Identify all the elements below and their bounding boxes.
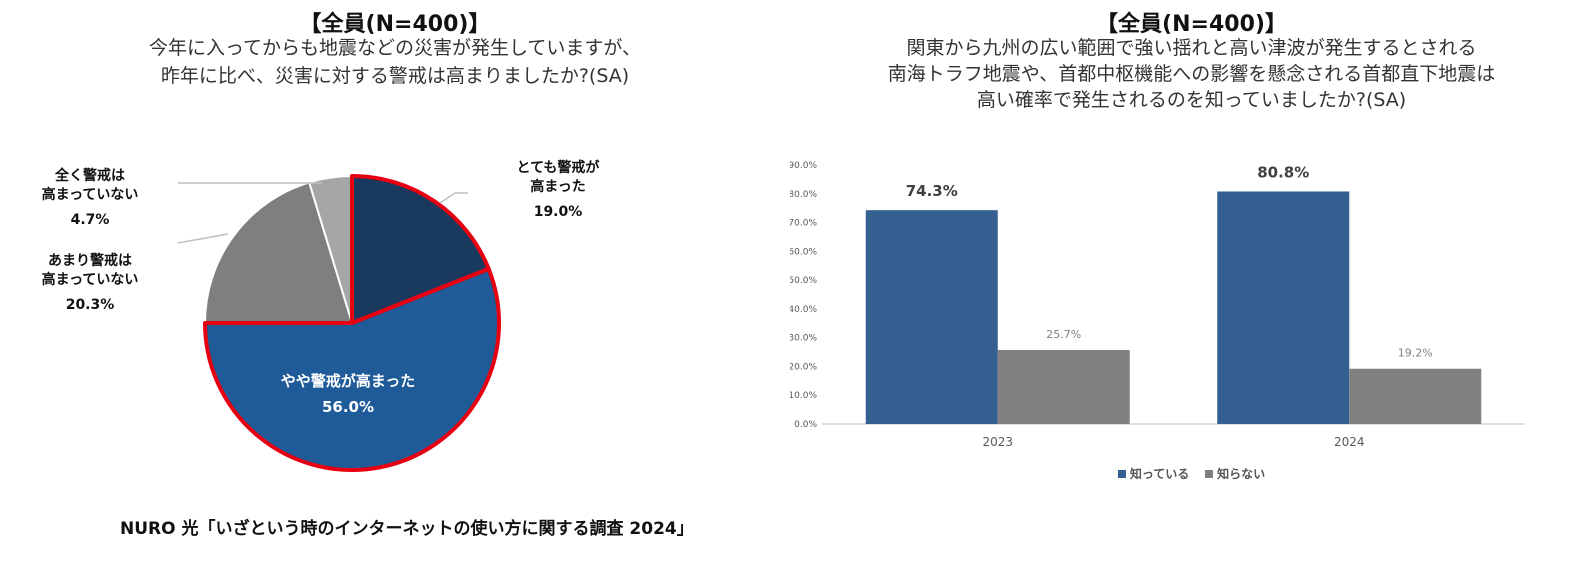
bar-chart: 0.0% 10.0% 20.0% 30.0% 40.0% 50.0% 60.0% 70.0% 8… bbox=[790, 161, 1525, 449]
y-tick-label: 30.0% bbox=[790, 334, 817, 344]
y-tick-label: 60.0% bbox=[790, 247, 817, 257]
pie-highlight-outline bbox=[203, 266, 501, 472]
bar-header: 【全員(N=400)】 bbox=[1096, 12, 1287, 37]
x-category-label: 2023 bbox=[982, 435, 1013, 449]
bar-data-label: 25.7% bbox=[1046, 328, 1081, 341]
bar-dont-know bbox=[997, 350, 1130, 424]
y-tick-label: 90.0% bbox=[790, 161, 817, 171]
pie-question-line-1: 今年に入ってからも地震などの災害が発生していますが、 bbox=[148, 37, 642, 59]
bar-question-line-2: 南海トラフ地震や、首都中枢機能への影響を懸念される首都直下地震は bbox=[887, 63, 1496, 85]
y-tick-label: 70.0% bbox=[790, 219, 817, 229]
right-panel: 【全員(N=400)】 関東から九州の広い範囲で強い揺れと高い津波が発生するとさ… bbox=[790, 0, 1593, 568]
y-tick-label: 0.0% bbox=[794, 420, 817, 430]
legend-swatch-know bbox=[1117, 469, 1126, 478]
pie-header: 【全員(N=400)】 bbox=[299, 12, 491, 37]
y-tick-label: 80.0% bbox=[790, 190, 817, 200]
bar-know bbox=[1217, 191, 1350, 424]
left-panel: 【全員(N=400)】 今年に入ってからも地震などの災害が発生していますが、 昨… bbox=[0, 0, 790, 568]
bar-know bbox=[865, 210, 998, 424]
legend-item-dont-know: 知らない bbox=[1205, 465, 1265, 482]
y-tick-label: 40.0% bbox=[790, 305, 817, 315]
bar-data-label: 80.8% bbox=[1257, 163, 1309, 181]
pie-label-text: あまり警戒は 高まっていない bbox=[41, 253, 139, 288]
pie-label-pct: 20.3% bbox=[65, 297, 115, 313]
bar-question-line-3: 高い確率で発生されるのを知っていましたか?(SA) bbox=[976, 89, 1407, 111]
bar-data-label: 19.2% bbox=[1398, 347, 1433, 360]
pie-label-pct: 4.7% bbox=[70, 212, 110, 228]
pie-highlight-outline bbox=[350, 174, 491, 325]
y-tick-label: 20.0% bbox=[790, 362, 817, 372]
y-tick-label: 50.0% bbox=[790, 276, 817, 286]
pie-leader-line bbox=[177, 233, 229, 244]
pie-label-text: 全く警戒は 高まっていない bbox=[41, 168, 139, 203]
pie-question-line-2: 昨年に比べ、災害に対する警戒は高まりましたか?(SA) bbox=[160, 65, 630, 87]
pie-label-very-vigilant: とても警戒が 高まった 19.0% bbox=[488, 140, 628, 241]
pie-slice-not-much bbox=[203, 181, 354, 324]
bar-legend: 知っている 知らない bbox=[790, 465, 1593, 482]
legend-swatch-dont-know bbox=[1205, 469, 1214, 478]
y-tick-label: 10.0% bbox=[790, 391, 817, 401]
pie-label-not-much: あまり警戒は 高まっていない 20.3% bbox=[20, 233, 160, 334]
bar-question-line-1: 関東から九州の広い範囲で強い揺れと高い津波が発生するとされる bbox=[906, 37, 1477, 59]
pie-label-somewhat-vigilant: やや警戒が高まった 56.0% bbox=[248, 368, 448, 420]
bar-data-label: 74.3% bbox=[906, 182, 958, 200]
legend-item-know: 知っている bbox=[1117, 465, 1190, 482]
legend-label-know: 知っている bbox=[1129, 467, 1190, 481]
pie-chart bbox=[177, 174, 501, 472]
pie-label-text: とても警戒が 高まった bbox=[516, 160, 600, 195]
pie-label-not-at-all: 全く警戒は 高まっていない 4.7% bbox=[20, 148, 160, 249]
pie-leader-line bbox=[439, 192, 468, 204]
legend-label-dont-know: 知らない bbox=[1217, 467, 1266, 481]
x-category-label: 2024 bbox=[1334, 435, 1365, 449]
pie-label-pct: 19.0% bbox=[533, 204, 583, 220]
source-credit: NURO 光「いざという時のインターネットの使い方に関する調査 2024」 bbox=[120, 519, 694, 539]
bar-dont-know bbox=[1349, 368, 1482, 424]
pie-label-pct: 56.0% bbox=[321, 398, 375, 416]
pie-label-text: やや警戒が高まった bbox=[280, 372, 416, 390]
